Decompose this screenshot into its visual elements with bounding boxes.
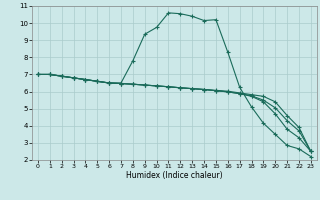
X-axis label: Humidex (Indice chaleur): Humidex (Indice chaleur) (126, 171, 223, 180)
